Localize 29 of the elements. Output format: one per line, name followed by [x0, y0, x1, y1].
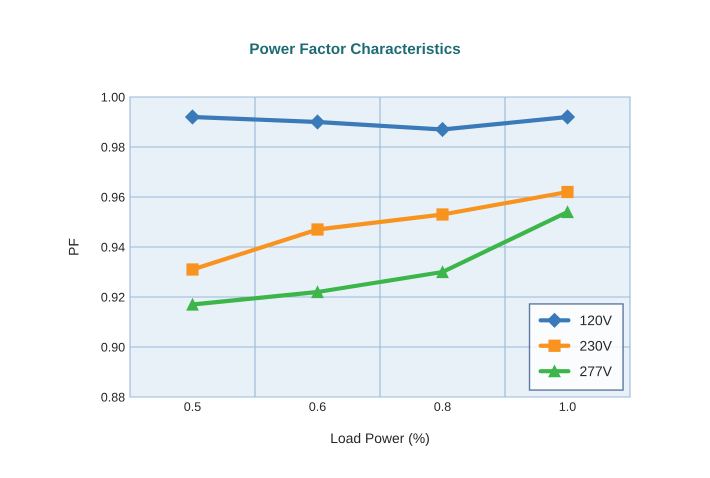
point	[436, 208, 449, 221]
point	[435, 122, 450, 137]
x-tick-label: 1.0	[560, 402, 576, 412]
point	[186, 263, 199, 276]
legend-label: 230V	[580, 340, 612, 351]
point	[561, 206, 574, 218]
x-axis-title: Load Power (%)	[331, 432, 429, 446]
x-tick-label: 0.8	[434, 402, 451, 412]
point	[311, 286, 324, 298]
point	[310, 114, 325, 130]
y-tick-label: 0.98	[101, 142, 125, 152]
point	[185, 110, 200, 124]
legend-label: 277V	[580, 366, 612, 376]
y-tick-label: 0.92	[101, 292, 125, 302]
point	[561, 186, 574, 198]
y-axis-title: PF	[68, 238, 78, 255]
y-tick-label: 0.90	[101, 342, 125, 352]
point	[560, 110, 575, 124]
y-tick-label: 1.00	[102, 92, 125, 102]
y-tick-label: 0.88	[101, 392, 125, 402]
point	[186, 298, 199, 311]
point	[436, 266, 449, 278]
y-tick-label: 0.96	[101, 192, 125, 202]
x-tick-label: 0.5	[184, 402, 201, 412]
legend-label: 120V	[580, 315, 612, 326]
y-tick-label: 0.94	[101, 242, 125, 252]
point	[311, 223, 324, 236]
x-tick-label: 0.6	[309, 402, 326, 412]
chart-title: Power Factor Characteristics	[250, 42, 460, 54]
